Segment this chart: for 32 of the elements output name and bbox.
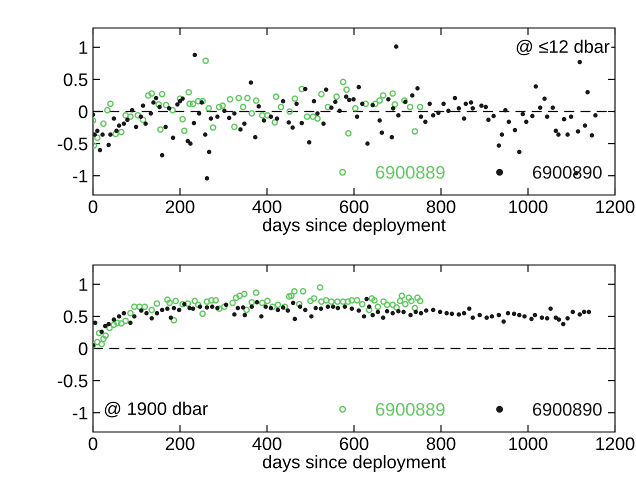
- annotation: @ 1900 dbar: [104, 402, 208, 418]
- y-tick-label: -1: [72, 170, 88, 182]
- x-tick-label: 0: [88, 437, 98, 450]
- x-tick-label: 1200: [596, 200, 634, 214]
- y-tick-label: 1: [79, 278, 88, 291]
- x-tick-label: 400: [252, 437, 282, 450]
- x-axis-title: days since deployment: [262, 455, 446, 472]
- legend-label: 6900889: [376, 403, 445, 416]
- x-tick-label: 800: [426, 200, 456, 214]
- y-tick-label: 0.5: [64, 310, 88, 324]
- y-tick-label: 0: [78, 342, 88, 356]
- y-tick-label: -0.5: [58, 374, 88, 388]
- x-tick-label: 600: [340, 437, 368, 450]
- y-tick-label: 0.5: [64, 73, 88, 86]
- x-tick-label: 1200: [596, 437, 634, 450]
- x-axis-title: days since deployment: [262, 218, 446, 235]
- legend-label: 6900889: [376, 166, 445, 179]
- annotation: @ ≤12 dbar: [516, 40, 610, 56]
- y-tick-label: -0.5: [58, 138, 88, 150]
- x-tick-label: 1000: [509, 437, 548, 450]
- x-tick-label: 1000: [509, 200, 548, 214]
- y-tick-label: 1: [79, 41, 88, 54]
- y-tick-label: -1: [72, 406, 88, 420]
- x-tick-label: 400: [252, 200, 282, 214]
- legend-label: 6900890: [532, 403, 602, 416]
- x-tick-label: 800: [426, 437, 456, 450]
- x-tick-label: 200: [166, 437, 194, 450]
- x-tick-label: 200: [166, 200, 194, 214]
- x-tick-label: 600: [340, 200, 368, 214]
- y-tick-label: 0: [78, 105, 88, 118]
- legend-label: 6900890: [532, 166, 602, 179]
- x-tick-label: 0: [88, 200, 98, 214]
